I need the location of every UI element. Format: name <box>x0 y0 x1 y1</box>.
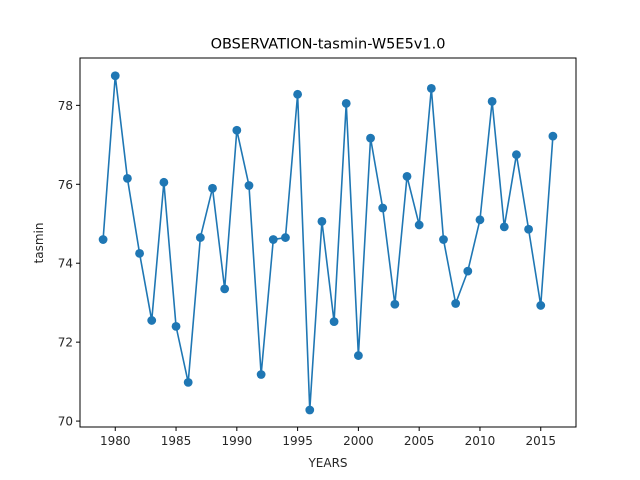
data-point <box>487 97 497 106</box>
data-point <box>244 181 254 190</box>
data-point <box>220 284 230 294</box>
data-point <box>195 233 205 242</box>
x-axis-label: YEARS <box>307 456 347 470</box>
y-tick-label: 74 <box>58 257 73 271</box>
x-tick-label: 2000 <box>343 434 374 448</box>
data-point <box>329 317 339 327</box>
data-point <box>110 71 120 81</box>
data-point <box>451 299 461 308</box>
data-point <box>232 125 242 135</box>
data-point <box>281 233 290 242</box>
y-tick-label: 70 <box>58 415 73 429</box>
series-line <box>102 74 554 411</box>
data-point <box>426 83 436 93</box>
data-point <box>305 405 315 415</box>
x-tick-label: 1990 <box>222 434 253 448</box>
x-tick-label: 2015 <box>525 434 556 448</box>
y-tick-label: 78 <box>58 99 73 113</box>
x-tick-label: 2010 <box>465 434 496 448</box>
plot-area: 1980 1985 1990 1995 2000 2005 2010 2015 70 72 74 76… <box>58 71 558 448</box>
data-point <box>268 235 278 244</box>
data-point <box>402 171 412 181</box>
data-point <box>512 150 521 160</box>
x-tick-label: 1995 <box>282 434 313 448</box>
y-tick-label: 76 <box>58 178 73 192</box>
data-point <box>499 222 509 232</box>
data-point <box>524 224 533 234</box>
data-point <box>366 133 375 143</box>
data-point <box>208 183 217 193</box>
data-point <box>183 378 193 387</box>
y-axis-label: tasmin <box>32 223 46 264</box>
y-tick-label: 72 <box>58 336 73 350</box>
axes-frame <box>79 57 577 428</box>
data-point <box>548 131 558 141</box>
data-point <box>98 235 108 244</box>
data-point <box>135 248 144 258</box>
data-point <box>123 173 132 183</box>
data-point <box>463 266 473 276</box>
x-tick-label: 2005 <box>404 434 435 448</box>
data-point <box>475 215 485 225</box>
data-point <box>159 177 169 187</box>
data-point <box>536 301 546 310</box>
data-point <box>293 89 303 99</box>
data-point <box>414 220 424 230</box>
data-point <box>171 321 181 331</box>
data-point <box>353 351 363 360</box>
data-point <box>147 316 157 325</box>
x-tick-label: 1985 <box>161 434 192 448</box>
data-point <box>256 370 266 379</box>
data-point <box>317 216 327 226</box>
data-point <box>341 98 351 108</box>
data-point <box>390 299 400 309</box>
data-point <box>439 235 448 244</box>
chart-title: OBSERVATION-tasmin-W5E5v1.0 <box>211 37 446 53</box>
data-point <box>378 203 388 213</box>
x-tick-label: 1980 <box>100 434 131 448</box>
